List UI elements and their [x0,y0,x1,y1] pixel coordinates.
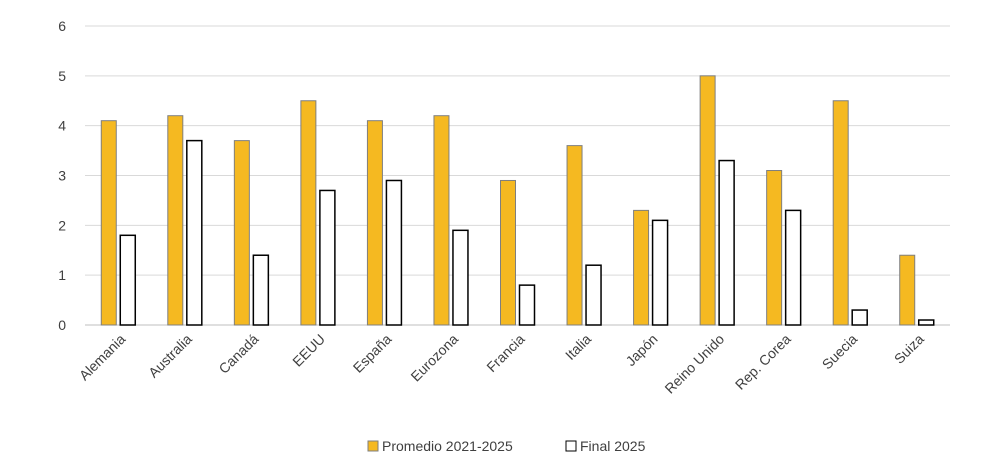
legend: Promedio 2021-2025 Final 2025 [367,438,646,454]
x-category-label: Canadá [215,331,261,377]
x-axis-labels: Alemania Australia Canadá EEUU España Eurozon… [76,331,927,397]
x-category-label: España [350,331,395,376]
x-category-label: Reino Unido [661,331,727,397]
y-tick-label: 6 [58,18,66,34]
bar-final-2 [252,254,270,326]
x-category-label: Australia [145,331,195,381]
bar-final-7 [585,264,602,326]
bar-promedio-0 [100,120,117,326]
y-tick-label: 0 [58,317,66,333]
x-category-label: Alemania [76,331,129,384]
bar-final-8 [651,219,669,326]
bar-final-9 [718,159,735,326]
x-category-label: Italia [562,331,594,363]
x-category-label: Suecia [819,331,861,373]
x-category-label: Francia [483,331,527,375]
bars [100,75,935,326]
x-category-label: Suiza [891,331,927,367]
bar-promedio-1 [167,115,184,326]
legend-label-promedio: Promedio 2021-2025 [382,438,513,454]
bar-final-5 [452,229,469,326]
bar-final-6 [518,284,536,326]
bar-promedio-10 [766,170,783,326]
legend-label-final: Final 2025 [580,438,646,454]
gridlines [85,25,950,326]
y-tick-label: 1 [58,267,66,283]
bar-promedio-8 [633,209,650,326]
bar-promedio-5 [433,115,450,326]
bar-promedio-11 [832,100,849,326]
bar-final-1 [186,139,203,326]
bar-promedio-6 [500,179,516,326]
y-tick-label: 4 [58,118,66,134]
x-category-label: EEUU [289,331,328,370]
legend-swatch-final [565,440,577,452]
bar-promedio-9 [699,75,716,326]
x-category-label: Eurozona [407,331,461,385]
bar-promedio-3 [300,100,317,326]
bar-final-4 [385,179,403,326]
bar-final-12 [917,319,935,326]
y-axis-ticks: 0 1 2 3 4 5 6 [58,18,66,333]
x-category-label: Rep. Corea [732,331,794,393]
bar-final-10 [784,209,802,326]
bar-promedio-12 [899,254,916,326]
bar-promedio-2 [233,140,250,326]
bar-promedio-7 [566,145,583,326]
y-tick-label: 3 [58,168,66,184]
bar-final-11 [851,309,868,326]
legend-swatch-promedio [367,440,379,452]
x-category-label: Japón [622,331,660,369]
y-tick-label: 5 [58,68,66,84]
bar-promedio-4 [366,120,383,326]
bar-final-0 [119,234,137,326]
bar-final-3 [319,189,336,326]
y-tick-label: 2 [58,217,66,233]
